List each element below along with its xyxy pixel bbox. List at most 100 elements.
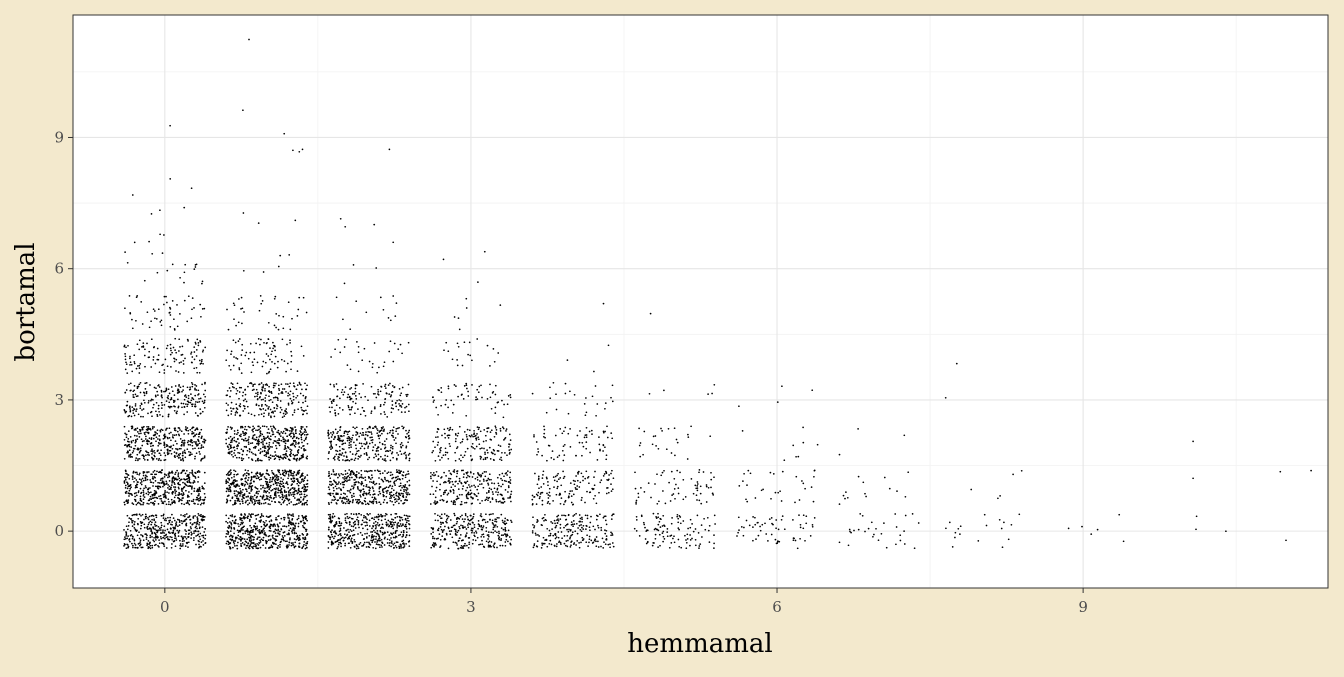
- data-point: [260, 339, 262, 341]
- data-point: [284, 490, 286, 492]
- data-point: [247, 543, 249, 545]
- data-point: [158, 529, 160, 531]
- data-point: [164, 501, 166, 503]
- data-point: [236, 484, 238, 486]
- data-point: [140, 528, 142, 530]
- data-point: [257, 398, 259, 400]
- data-point: [266, 443, 268, 445]
- data-point: [259, 503, 261, 505]
- data-point: [155, 539, 157, 541]
- data-point: [331, 447, 333, 449]
- data-point: [182, 452, 184, 454]
- data-point: [193, 367, 195, 369]
- data-point: [368, 541, 370, 543]
- data-point: [257, 440, 259, 442]
- data-point: [159, 528, 161, 530]
- data-point: [349, 430, 351, 432]
- data-point: [156, 402, 158, 404]
- data-point: [147, 491, 149, 493]
- data-point: [163, 372, 165, 374]
- data-point: [204, 482, 206, 484]
- data-point: [202, 363, 204, 365]
- data-point: [140, 495, 142, 497]
- data-point: [140, 525, 142, 527]
- data-point: [232, 456, 234, 458]
- data-point: [339, 454, 341, 456]
- data-point: [299, 430, 301, 432]
- data-point: [358, 351, 360, 353]
- data-point: [199, 489, 201, 491]
- data-point: [134, 477, 136, 479]
- data-point: [241, 323, 243, 325]
- data-point: [288, 490, 290, 492]
- data-point: [344, 533, 346, 535]
- data-point: [344, 545, 346, 547]
- data-point: [139, 452, 141, 454]
- data-point: [359, 489, 361, 491]
- data-point: [368, 470, 370, 472]
- data-point: [278, 490, 280, 492]
- data-point: [267, 449, 269, 451]
- data-point: [128, 517, 130, 519]
- data-point: [194, 481, 196, 483]
- data-point: [152, 445, 154, 447]
- data-point: [290, 398, 292, 400]
- data-point: [205, 534, 207, 536]
- data-point: [155, 410, 157, 412]
- data-point: [278, 472, 280, 474]
- data-point: [353, 539, 355, 541]
- data-point: [258, 338, 260, 340]
- data-point: [166, 444, 168, 446]
- data-point: [393, 547, 395, 549]
- data-point: [331, 473, 333, 475]
- data-point: [137, 523, 139, 525]
- data-point: [339, 446, 341, 448]
- data-point: [307, 541, 309, 543]
- data-point: [407, 471, 409, 473]
- data-point: [249, 382, 251, 384]
- data-point: [137, 343, 139, 345]
- data-point: [409, 494, 411, 496]
- data-point: [345, 537, 347, 539]
- data-point: [179, 427, 181, 429]
- data-point: [124, 426, 126, 428]
- data-point: [140, 515, 142, 517]
- data-point: [277, 492, 279, 494]
- data-point: [160, 449, 162, 451]
- data-point: [270, 525, 272, 527]
- data-point: [193, 539, 195, 541]
- data-point: [261, 386, 263, 388]
- data-point: [274, 451, 276, 453]
- data-point: [327, 458, 329, 460]
- data-point: [203, 516, 205, 518]
- data-point: [124, 353, 126, 355]
- data-point: [135, 487, 137, 489]
- data-point: [328, 514, 330, 516]
- data-point: [230, 369, 232, 371]
- data-point: [156, 458, 158, 460]
- data-point: [132, 394, 134, 396]
- data-point: [338, 487, 340, 489]
- data-point: [179, 520, 181, 522]
- data-point: [176, 304, 178, 306]
- data-point: [364, 437, 366, 439]
- data-point: [339, 531, 341, 533]
- data-point: [383, 411, 385, 413]
- data-point: [394, 517, 396, 519]
- data-point: [170, 344, 172, 346]
- data-point: [374, 531, 376, 533]
- data-point: [391, 540, 393, 542]
- data-point: [227, 531, 229, 533]
- data-point: [241, 349, 243, 351]
- data-point: [270, 530, 272, 532]
- data-point: [294, 494, 296, 496]
- data-point: [125, 369, 127, 371]
- data-point: [142, 514, 144, 516]
- data-point: [377, 544, 379, 546]
- data-point: [182, 540, 184, 542]
- data-point: [370, 470, 372, 472]
- data-point: [332, 484, 334, 486]
- data-point: [388, 471, 390, 473]
- data-point: [175, 486, 177, 488]
- data-point: [188, 402, 190, 404]
